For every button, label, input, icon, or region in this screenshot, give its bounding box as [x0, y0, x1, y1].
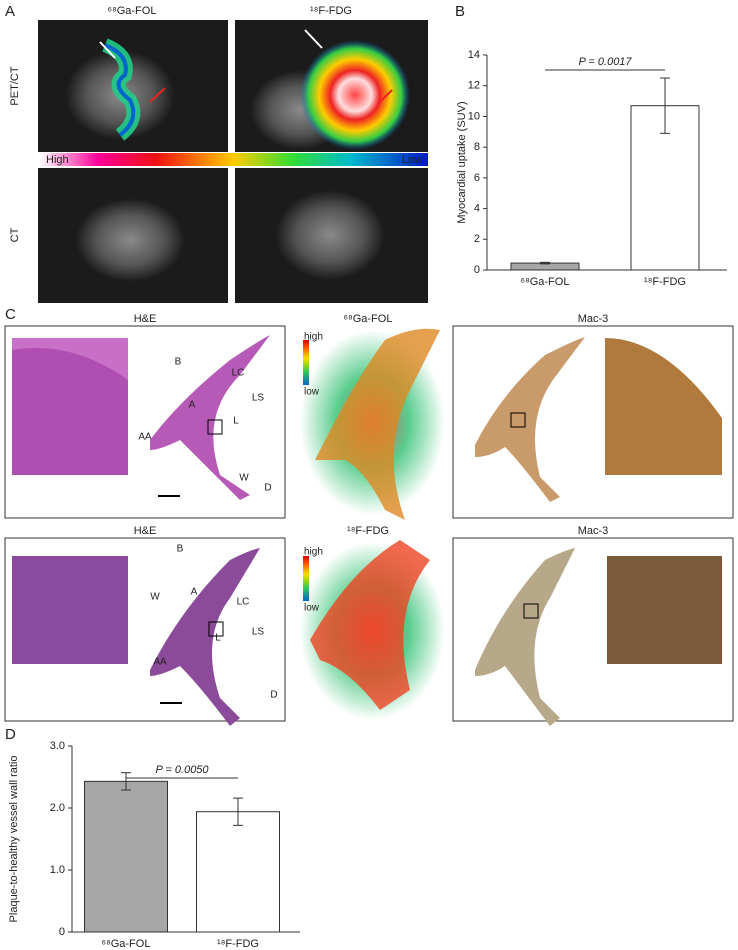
- structure-label: L: [233, 416, 239, 427]
- structure-label: D: [270, 690, 277, 701]
- x-tick-label: ⁶⁸Ga-FOL: [521, 276, 570, 288]
- y-tick-label: 14: [468, 49, 480, 61]
- panel-label: B: [455, 3, 465, 20]
- structure-label: W: [239, 473, 249, 484]
- y-tick-label: 2.0: [50, 802, 65, 814]
- y-axis-label: Plaque-to-healthy vessel wall ratio: [8, 756, 20, 923]
- colorbar-label: High: [46, 154, 69, 166]
- y-tick-label: 1.0: [50, 864, 65, 876]
- structure-label: B: [175, 357, 182, 368]
- panel-title: H&E: [134, 313, 157, 325]
- y-tick-label: 2: [474, 233, 480, 245]
- panel-title: Mac-3: [578, 525, 609, 537]
- p-value: P = 0.0017: [578, 56, 632, 68]
- structure-label: W: [150, 592, 160, 603]
- panel-label: A: [5, 3, 15, 20]
- y-tick-label: 10: [468, 110, 480, 122]
- structure-label: LC: [232, 368, 245, 379]
- column-title: ¹⁸F-FDG: [310, 5, 352, 17]
- y-tick-label: 8: [474, 141, 480, 153]
- structure-label: AA: [138, 432, 152, 443]
- panel-label: C: [5, 306, 16, 323]
- x-tick-label: ⁶⁸Ga-FOL: [102, 938, 151, 950]
- column-title: ⁶⁸Ga-FOL: [108, 5, 157, 17]
- y-tick-label: 12: [468, 80, 480, 92]
- structure-label: A: [191, 587, 198, 598]
- scale-label: high: [304, 547, 323, 558]
- y-tick-label: 3.0: [50, 740, 65, 752]
- panel-title: Mac-3: [578, 313, 609, 325]
- y-tick-label: 6: [474, 172, 480, 184]
- structure-label: AA: [153, 657, 167, 668]
- row-title: CT: [9, 227, 21, 242]
- structure-label: A: [189, 400, 196, 411]
- ct-image: [38, 168, 228, 303]
- x-tick-label: ¹⁸F-FDG: [217, 938, 259, 950]
- structure-label: LS: [252, 393, 265, 404]
- bar: [84, 780, 168, 933]
- y-axis-label: Myocardial uptake (SUV): [456, 101, 468, 223]
- panel-label: D: [5, 726, 16, 743]
- panel-c-images: [4, 325, 734, 722]
- panel-title: H&E: [134, 525, 157, 537]
- panel-title: ⁶⁸Ga-FOL: [344, 313, 393, 325]
- scale-label: low: [304, 603, 320, 614]
- y-tick-label: 0: [59, 926, 65, 938]
- ct-image: [235, 168, 428, 303]
- pet-ct-image: [38, 20, 228, 152]
- p-value: P = 0.0050: [155, 764, 209, 776]
- colorbar-label: Low: [402, 154, 422, 166]
- scale-label: low: [304, 387, 320, 398]
- x-tick-label: ¹⁸F-FDG: [644, 276, 686, 288]
- structure-label: L: [215, 633, 221, 644]
- panel-title: ¹⁸F-FDG: [347, 525, 389, 537]
- structure-label: D: [264, 483, 271, 494]
- bar: [196, 811, 280, 933]
- structure-label: LS: [252, 627, 265, 638]
- structure-label: LC: [237, 597, 250, 608]
- scale-label: high: [304, 332, 323, 343]
- histology-images: [12, 328, 722, 726]
- pet-ct-image: [235, 20, 428, 152]
- structure-label: B: [177, 544, 184, 555]
- row-title: PET/CT: [9, 66, 21, 105]
- y-tick-label: 0: [474, 264, 480, 276]
- colorbar: [40, 153, 428, 166]
- y-tick-label: 4: [474, 202, 480, 214]
